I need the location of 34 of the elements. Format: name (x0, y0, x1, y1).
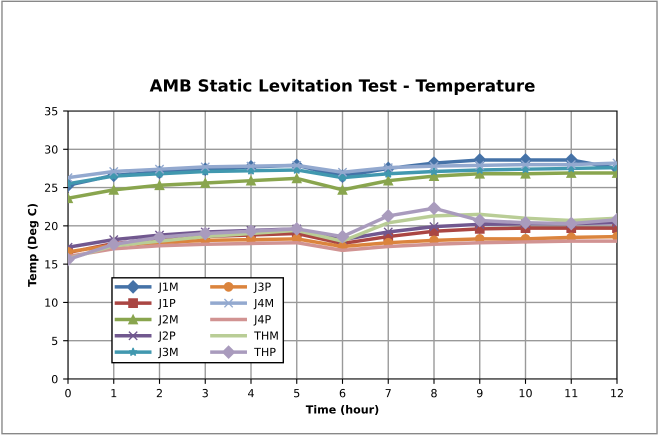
x-tick-label: 7 (386, 389, 391, 398)
y-tick-label: 20 (44, 222, 58, 230)
y-tick-label: 15 (45, 260, 58, 269)
y-axis-title: Temp (Deg C) (28, 204, 39, 287)
legend-label: J4M (254, 298, 273, 310)
legend-label: THM (254, 332, 278, 340)
legend-label: J2M (158, 315, 178, 326)
y-tick-label: 5 (52, 336, 58, 346)
x-tick-label: 12 (611, 388, 623, 398)
y-tick-label: 35 (44, 106, 58, 116)
y-tick-label: 10 (45, 298, 58, 307)
legend-label: THP (254, 348, 276, 356)
y-tick-label: 30 (44, 145, 58, 154)
x-tick-label: 5 (294, 389, 300, 398)
x-tick-label: 4 (248, 389, 254, 398)
x-tick-label: 8 (431, 388, 437, 398)
x-tick-label: 6 (340, 388, 346, 398)
legend-label: J3M (158, 348, 178, 358)
x-tick-label: 10 (520, 388, 532, 398)
x-tick-label: 0 (65, 388, 71, 398)
y-tick-label: 0 (52, 374, 58, 384)
x-tick-label: 9 (476, 388, 483, 398)
chart-title: AMB Static Levitation Test - Temperature (150, 78, 535, 96)
y-tick-label: 25 (44, 184, 58, 192)
x-axis-title: Time (hour) (306, 405, 378, 415)
x-tick-label: 11 (565, 389, 578, 398)
legend-label: J3P (254, 282, 271, 293)
legend-label: J1M (158, 282, 178, 293)
legend-label: J1P (158, 298, 176, 310)
x-tick-label: 3 (202, 388, 208, 398)
legend-label: J2P (158, 331, 176, 342)
legend-label: J4P (254, 315, 271, 326)
x-tick-label: 1 (111, 389, 116, 398)
x-tick-label: 2 (156, 388, 162, 398)
